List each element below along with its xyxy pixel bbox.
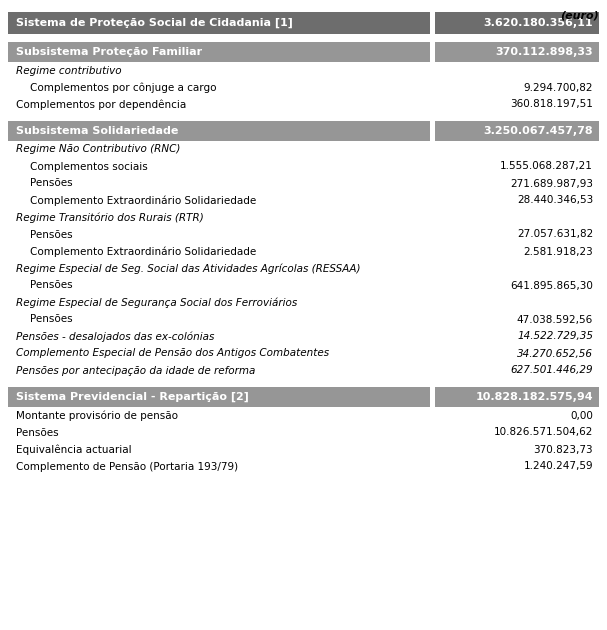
Bar xyxy=(435,12,599,34)
Text: Pensões: Pensões xyxy=(30,229,73,239)
Text: Complemento Especial de Pensão dos Antigos Combatentes: Complemento Especial de Pensão dos Antig… xyxy=(16,348,329,358)
Text: Complementos por dependência: Complementos por dependência xyxy=(16,100,186,110)
Text: 271.689.987,93: 271.689.987,93 xyxy=(510,178,593,188)
Text: Subsistema Solidariedade: Subsistema Solidariedade xyxy=(16,126,178,136)
Text: Equivalência actuarial: Equivalência actuarial xyxy=(16,444,132,455)
Text: Complemento de Pensão (Portaria 193/79): Complemento de Pensão (Portaria 193/79) xyxy=(16,462,238,471)
Text: Regime contributivo: Regime contributivo xyxy=(16,66,121,76)
Text: 10.826.571.504,62: 10.826.571.504,62 xyxy=(493,428,593,437)
Text: Regime Especial de Segurança Social dos Ferroviários: Regime Especial de Segurança Social dos … xyxy=(16,297,297,307)
Text: Complementos por cônjuge a cargo: Complementos por cônjuge a cargo xyxy=(30,83,217,93)
Text: Complemento Extraordinário Solidariedade: Complemento Extraordinário Solidariedade xyxy=(30,246,256,257)
Text: Montante provisório de pensão: Montante provisório de pensão xyxy=(16,410,178,421)
Text: 360.818.197,51: 360.818.197,51 xyxy=(510,100,593,110)
Text: Regime Transitório dos Rurais (RTR): Regime Transitório dos Rurais (RTR) xyxy=(16,212,204,223)
Text: 3.620.180.356,11: 3.620.180.356,11 xyxy=(483,18,593,28)
Text: 627.501.446,29: 627.501.446,29 xyxy=(510,365,593,375)
Text: Complemento Extraordinário Solidariedade: Complemento Extraordinário Solidariedade xyxy=(30,195,256,206)
Text: Pensões: Pensões xyxy=(16,428,59,437)
Text: 1.555.068.287,21: 1.555.068.287,21 xyxy=(500,161,593,171)
Text: Pensões: Pensões xyxy=(30,178,73,188)
Bar xyxy=(8,121,430,141)
Text: 28.440.346,53: 28.440.346,53 xyxy=(517,195,593,205)
Text: Sistema Previdencial - Repartição [2]: Sistema Previdencial - Repartição [2] xyxy=(16,392,249,402)
Bar xyxy=(8,12,430,34)
Bar xyxy=(435,42,599,62)
Bar xyxy=(8,387,430,407)
Text: 0,00: 0,00 xyxy=(570,411,593,420)
Text: Regime Especial de Seg. Social das Atividades Agrícolas (RESSAA): Regime Especial de Seg. Social das Ativi… xyxy=(16,263,361,274)
Text: (euro): (euro) xyxy=(560,10,599,20)
Text: 3.250.067.457,78: 3.250.067.457,78 xyxy=(483,126,593,136)
Text: 1.240.247,59: 1.240.247,59 xyxy=(523,462,593,471)
Text: Pensões: Pensões xyxy=(30,314,73,324)
Bar xyxy=(435,387,599,407)
Text: Pensões por antecipação da idade de reforma: Pensões por antecipação da idade de refo… xyxy=(16,365,256,375)
Text: 370.112.898,33: 370.112.898,33 xyxy=(495,47,593,57)
Text: Pensões: Pensões xyxy=(30,280,73,290)
Text: Complementos sociais: Complementos sociais xyxy=(30,161,148,171)
Text: 2.581.918,23: 2.581.918,23 xyxy=(523,246,593,256)
Text: 14.522.729,35: 14.522.729,35 xyxy=(517,331,593,341)
Text: Sistema de Proteção Social de Cidadania [1]: Sistema de Proteção Social de Cidadania … xyxy=(16,18,293,28)
Text: Regime Não Contributivo (RNC): Regime Não Contributivo (RNC) xyxy=(16,144,180,154)
Text: 27.057.631,82: 27.057.631,82 xyxy=(517,229,593,239)
Text: Pensões - desalojados das ex-colónias: Pensões - desalojados das ex-colónias xyxy=(16,331,214,341)
Text: 47.038.592,56: 47.038.592,56 xyxy=(517,314,593,324)
Bar xyxy=(8,42,430,62)
Bar xyxy=(435,121,599,141)
Text: Subsistema Proteção Familiar: Subsistema Proteção Familiar xyxy=(16,47,202,57)
Text: 370.823,73: 370.823,73 xyxy=(534,445,593,454)
Text: 9.294.700,82: 9.294.700,82 xyxy=(523,83,593,93)
Text: 10.828.182.575,94: 10.828.182.575,94 xyxy=(475,392,593,402)
Text: 641.895.865,30: 641.895.865,30 xyxy=(510,280,593,290)
Text: 34.270.652,56: 34.270.652,56 xyxy=(517,348,593,358)
